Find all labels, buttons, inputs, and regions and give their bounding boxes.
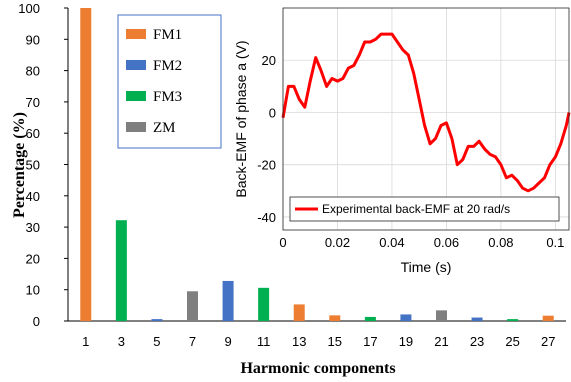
main-x-tick-label: 5 — [153, 334, 160, 349]
inset-x-ticks: 0 0.02 0.04 0.06 0.08 0.1 — [279, 235, 564, 250]
main-y-tick-label: 60 — [26, 126, 40, 141]
main-x-tick-label: 17 — [363, 334, 377, 349]
main-y-tick-label: 70 — [26, 95, 40, 110]
inset-x-tick-label: 0.1 — [546, 235, 564, 250]
bar-fm1-h13 — [293, 304, 305, 321]
main-y-ticks: 0 10 20 30 40 50 60 70 80 90 100 — [18, 1, 68, 329]
bar-fm3-h25 — [507, 319, 519, 321]
main-y-tick-label: 10 — [26, 283, 40, 298]
bar-fm3-h11 — [258, 287, 270, 321]
bar-fm2-h19 — [400, 314, 412, 321]
main-legend-label-fm3: FM3 — [153, 89, 182, 105]
main-y-tick-label: 20 — [26, 251, 40, 266]
main-legend-label-zm: ZM — [153, 120, 176, 136]
inset-x-tick-label: 0.04 — [379, 235, 404, 250]
main-x-axis-title: Harmonic components — [240, 360, 395, 377]
bar-fm1-h15 — [329, 315, 341, 321]
main-y-tick-label: 40 — [26, 189, 40, 204]
main-x-tick-label: 23 — [470, 334, 484, 349]
inset-background — [229, 6, 571, 276]
inset-y-tick-label: 20 — [262, 53, 276, 68]
main-y-tick-label: 0 — [33, 314, 40, 329]
inset-legend-box — [289, 196, 560, 222]
bar-fm3-h3 — [115, 220, 127, 321]
bar-fm2-h23 — [471, 317, 483, 321]
main-legend: FM1 FM2 FM3 ZM — [117, 14, 222, 149]
main-x-tick-label: 3 — [118, 334, 125, 349]
main-y-axis-title: Percentage (%) — [11, 112, 28, 218]
main-x-tick-label: 1 — [82, 334, 89, 349]
bar-fm1-h27 — [542, 315, 554, 321]
bar-fm2-h9 — [222, 280, 234, 321]
main-y-tick-label: 30 — [26, 220, 40, 235]
inset-x-tick-label: 0.06 — [434, 235, 459, 250]
main-legend-swatch-fm3 — [126, 91, 146, 101]
inset-legend: Experimental back-EMF at 20 rad/s — [289, 196, 560, 222]
main-x-tick-label: 15 — [328, 334, 342, 349]
main-x-tick-label: 25 — [505, 334, 519, 349]
main-x-tick-label: 7 — [189, 334, 196, 349]
main-legend-label-fm1: FM1 — [153, 27, 182, 43]
inset-y-tick-label: -20 — [257, 158, 276, 173]
main-x-ticks: 1 3 5 7 9 11 13 15 17 19 21 23 25 27 — [82, 334, 555, 349]
main-bars — [80, 8, 554, 321]
main-x-tick-label: 19 — [399, 334, 413, 349]
bar-fm2-h5 — [151, 319, 163, 321]
main-x-tick-label: 11 — [257, 334, 271, 349]
inset-x-tick-label: 0 — [279, 235, 286, 250]
inset-x-axis-title: Time (s) — [401, 259, 452, 275]
main-legend-swatch-fm1 — [126, 29, 146, 39]
bar-fm3-h17 — [364, 316, 376, 321]
main-x-tick-label: 27 — [541, 334, 555, 349]
main-y-tick-label: 100 — [18, 1, 40, 16]
inset-series-line — [281, 32, 571, 193]
inset-x-tick-label: 0.08 — [488, 235, 513, 250]
main-legend-label-fm2: FM2 — [153, 58, 182, 74]
inset-frame — [282, 7, 570, 231]
bar-zm-h21 — [436, 310, 447, 321]
inset-y-axis-title: Back-EMF of phase a (V) — [233, 40, 249, 197]
main-x-tick-label: 9 — [224, 334, 231, 349]
inset-legend-label: Experimental back-EMF at 20 rad/s — [322, 202, 510, 216]
main-x-tick-label: 13 — [292, 334, 306, 349]
inset-x-tick-label: 0.02 — [325, 235, 350, 250]
inset-y-tick-label: 0 — [269, 105, 276, 120]
inset-y-ticks: -40 -20 0 20 — [257, 53, 276, 225]
main-y-tick-label: 50 — [26, 158, 40, 173]
main-legend-swatch-fm2 — [126, 60, 146, 70]
main-y-tick-label: 80 — [26, 64, 40, 79]
main-legend-swatch-zm — [126, 122, 146, 132]
inset-y-tick-label: -40 — [257, 210, 276, 225]
main-x-tick-label: 21 — [434, 334, 448, 349]
bar-fm1-h1 — [80, 8, 92, 321]
bar-zm-h7 — [187, 291, 198, 321]
main-y-tick-label: 90 — [26, 32, 40, 47]
